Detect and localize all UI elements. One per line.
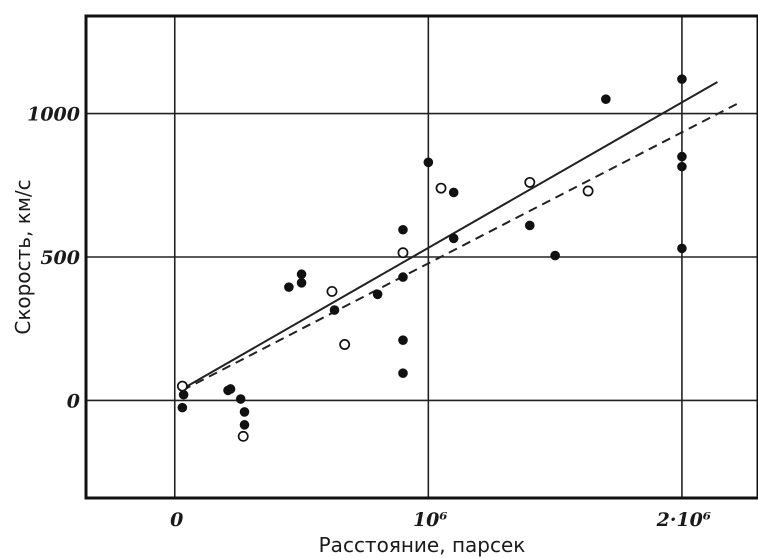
fit-lines [181,81,739,392]
open-point [339,339,351,350]
filled-point [423,157,434,168]
filled-point [177,402,188,413]
filled-point [225,384,236,394]
filled-point [296,269,307,280]
y-tick-label: 500 [40,247,80,269]
filled-point [677,74,687,84]
y-tick-label: 1000 [27,104,80,126]
filled-point [448,187,459,198]
filled-point [677,243,687,254]
y-axis-label: Скорость, км/с [11,179,35,334]
filled-point [398,335,408,346]
x-axis-label: Расстояние, парсек [319,533,526,557]
x-tick-label: 2·10⁶ [656,509,712,531]
open-point [582,185,594,197]
open-point [176,380,188,392]
filled-point [398,272,408,282]
open-point [524,176,536,188]
x-tick-label: 0 [170,509,183,531]
open-point [435,182,447,194]
open-point [326,285,338,297]
filled-point [677,161,687,172]
filled-point [178,389,189,400]
plot-frame [84,14,758,500]
filled-point [372,289,383,300]
x-tick-labels: 0 10⁶ 2·10⁶ [170,509,711,531]
filled-point [329,305,340,315]
open-point [397,247,409,259]
open-point [237,430,249,442]
filled-point [398,224,408,235]
y-tick-labels: 0 500 1000 [27,104,80,413]
filled-point [235,394,246,404]
filled-point [398,368,408,378]
filled-point [284,282,294,292]
y-tick-label: 0 [67,390,80,412]
grid-lines [86,16,758,498]
filled-point [550,250,560,261]
filled-point [448,233,459,244]
filled-point [677,151,687,162]
data-points [176,74,687,442]
filled-point [601,94,611,105]
x-tick-label: 10⁶ [413,509,448,531]
filled-point [239,407,250,417]
filled-point [239,420,250,430]
filled-point [296,278,307,288]
filled-point [524,220,535,231]
dashed-fit-line [181,102,739,392]
